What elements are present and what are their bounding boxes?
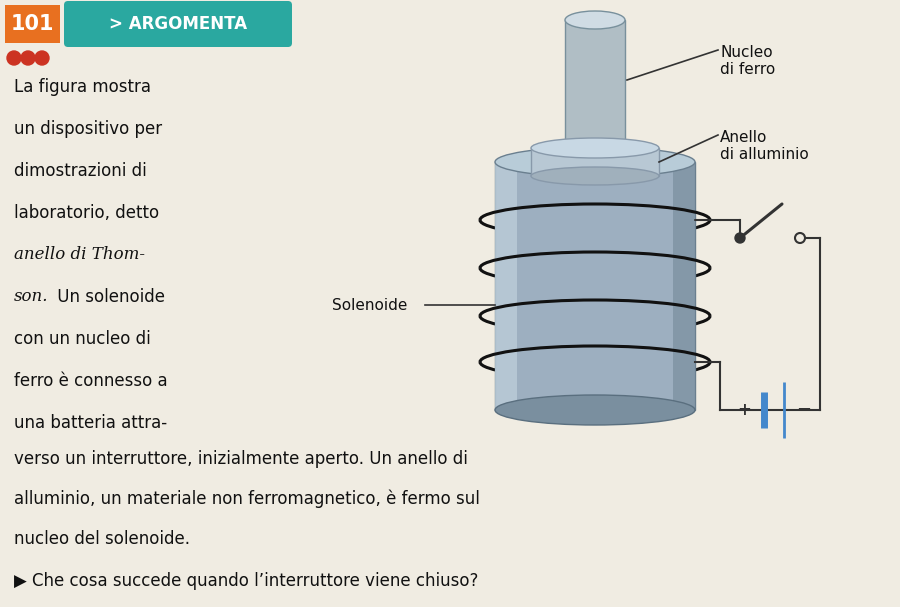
FancyBboxPatch shape bbox=[565, 155, 625, 167]
Text: Un solenoide: Un solenoide bbox=[52, 288, 165, 306]
FancyBboxPatch shape bbox=[64, 1, 292, 47]
Ellipse shape bbox=[495, 147, 695, 177]
Text: una batteria attra-: una batteria attra- bbox=[14, 414, 167, 432]
Circle shape bbox=[21, 51, 35, 65]
FancyBboxPatch shape bbox=[673, 162, 695, 410]
Text: Anello
di alluminio: Anello di alluminio bbox=[720, 130, 809, 163]
Text: anello di Thom-: anello di Thom- bbox=[14, 246, 145, 263]
Text: ▶ Che cosa succede quando l’interruttore viene chiuso?: ▶ Che cosa succede quando l’interruttore… bbox=[14, 572, 479, 590]
Circle shape bbox=[35, 51, 49, 65]
Text: ferro è connesso a: ferro è connesso a bbox=[14, 372, 167, 390]
Text: con un nucleo di: con un nucleo di bbox=[14, 330, 151, 348]
Text: 101: 101 bbox=[10, 14, 54, 34]
Text: Nucleo
di ferro: Nucleo di ferro bbox=[720, 45, 775, 78]
Circle shape bbox=[795, 233, 805, 243]
Circle shape bbox=[735, 233, 745, 243]
Text: −: − bbox=[796, 401, 812, 419]
Text: alluminio, un materiale non ferromagnetico, è fermo sul: alluminio, un materiale non ferromagneti… bbox=[14, 490, 480, 509]
Text: > ARGOMENTA: > ARGOMENTA bbox=[109, 15, 248, 33]
FancyBboxPatch shape bbox=[5, 5, 60, 43]
Text: dimostrazioni di: dimostrazioni di bbox=[14, 162, 147, 180]
FancyBboxPatch shape bbox=[495, 162, 695, 410]
Text: +: + bbox=[737, 401, 751, 419]
Circle shape bbox=[7, 51, 21, 65]
FancyBboxPatch shape bbox=[495, 162, 517, 410]
Text: nucleo del solenoide.: nucleo del solenoide. bbox=[14, 530, 190, 548]
Text: laboratorio, detto: laboratorio, detto bbox=[14, 204, 159, 222]
Text: verso un interruttore, inizialmente aperto. Un anello di: verso un interruttore, inizialmente aper… bbox=[14, 450, 468, 468]
Text: un dispositivo per: un dispositivo per bbox=[14, 120, 162, 138]
Ellipse shape bbox=[531, 167, 659, 185]
Ellipse shape bbox=[531, 138, 659, 158]
FancyBboxPatch shape bbox=[531, 148, 659, 176]
Text: Solenoide: Solenoide bbox=[332, 297, 408, 313]
FancyBboxPatch shape bbox=[565, 20, 625, 155]
Ellipse shape bbox=[495, 395, 695, 425]
Text: La figura mostra: La figura mostra bbox=[14, 78, 151, 96]
Text: son.: son. bbox=[14, 288, 49, 305]
Ellipse shape bbox=[565, 11, 625, 29]
